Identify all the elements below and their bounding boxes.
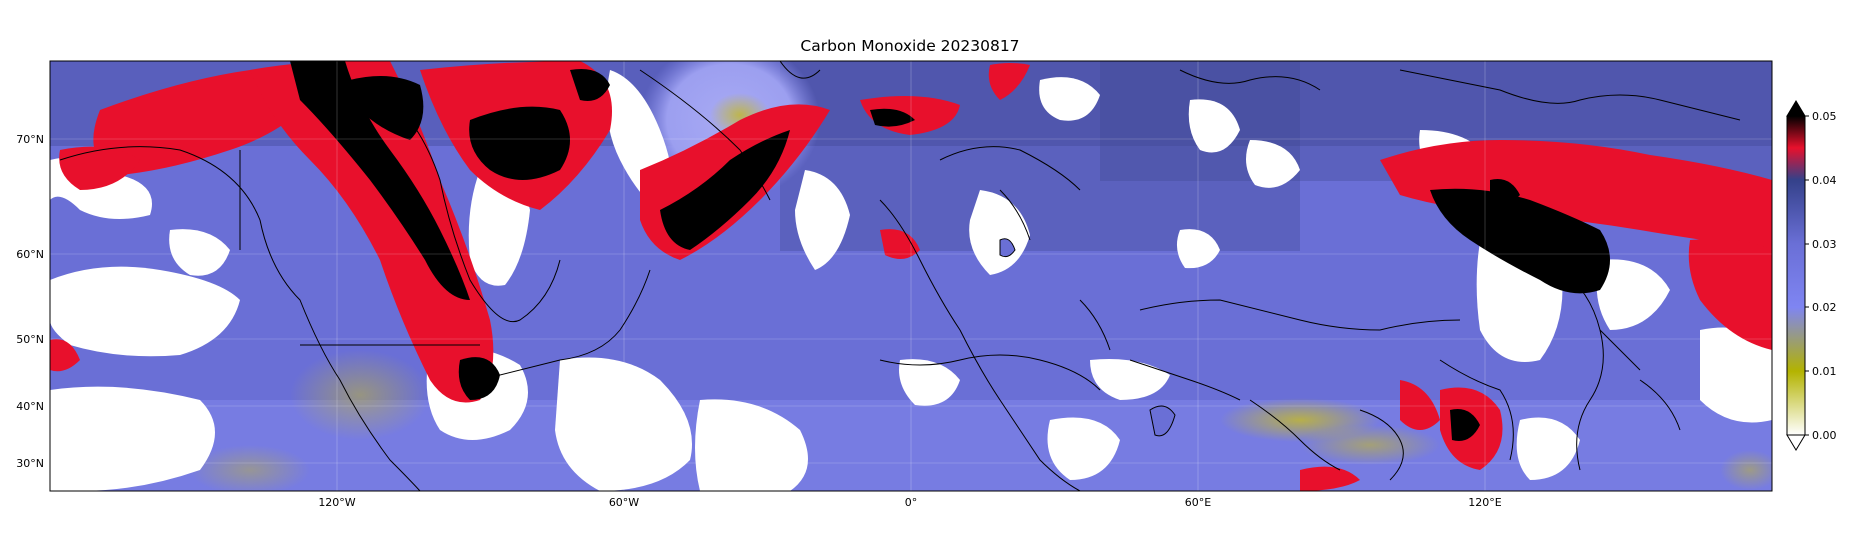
lon-tick-label: 60°W: [609, 496, 639, 509]
map-frame: [49, 60, 1773, 492]
lon-tick-label: 120°E: [1468, 496, 1501, 509]
colorbar: 0.00 0.01 0.02 0.03 0.04 0.05: [1786, 100, 1837, 451]
colorbar-tick-label: 0.03: [1812, 238, 1837, 251]
lon-tick-label: 120°W: [318, 496, 355, 509]
lat-lon-gridlines: [50, 61, 1772, 491]
lat-tick-label: 40°N: [16, 400, 44, 413]
lat-tick-label: 70°N: [16, 133, 44, 146]
coastlines: [59, 61, 1741, 491]
lat-tick-label: 60°N: [16, 248, 44, 261]
colorbar-tick-label: 0.02: [1812, 301, 1837, 314]
colorbar-gradient: [1786, 115, 1806, 436]
lon-tick-labels: 120°W 60°W 0° 60°E 120°E: [318, 496, 1501, 509]
inland-water: [999, 238, 1176, 437]
colorbar-ticks: [1805, 115, 1809, 436]
lat-tick-label: 30°N: [16, 457, 44, 470]
colorbar-tick-label: 0.05: [1812, 110, 1837, 123]
lon-tick-label: 60°E: [1185, 496, 1211, 509]
colorbar-tick-label: 0.00: [1812, 429, 1837, 442]
map-panel[interactable]: [50, 40, 1780, 495]
colorbar-tick-label: 0.04: [1812, 174, 1837, 187]
colorbar-extend-min: [1786, 434, 1806, 451]
colorbar-tick-label: 0.01: [1812, 365, 1837, 378]
extreme-co-plumes: [290, 61, 1610, 441]
lat-tick-label: 50°N: [16, 333, 44, 346]
lon-tick-label: 0°: [905, 496, 918, 509]
low-co-patches: [190, 350, 1772, 491]
lat-tick-labels: 70°N 60°N 50°N 40°N 30°N: [16, 133, 44, 470]
colorbar-extend-max: [1786, 100, 1806, 117]
page-title: Carbon Monoxide 20230817: [800, 37, 1020, 55]
